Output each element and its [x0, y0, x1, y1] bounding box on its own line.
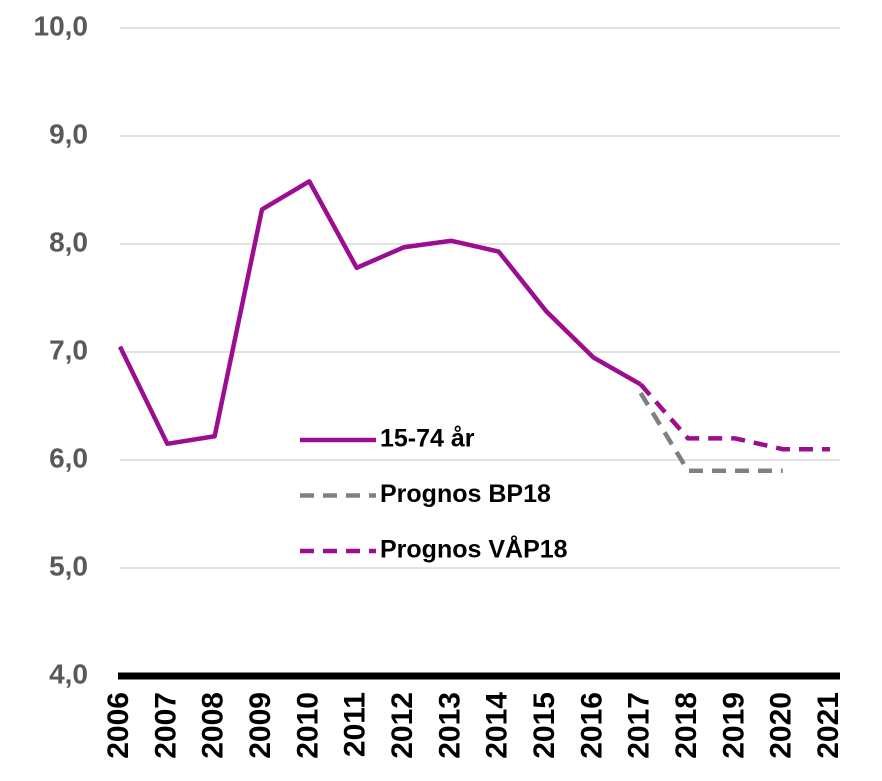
series-line: [117, 179, 642, 447]
y-tick-label: 9,0: [49, 118, 88, 149]
x-tick-label: 2008: [197, 692, 230, 759]
x-tick-label: 2007: [149, 692, 182, 759]
y-tick-label: 5,0: [49, 550, 88, 581]
y-tick-label: 10,0: [34, 10, 89, 41]
x-tick-label: 2015: [528, 692, 561, 759]
series-line: [638, 382, 830, 452]
legend-label: Prognos VÅP18: [380, 535, 568, 564]
y-tick-label: 4,0: [49, 658, 88, 689]
x-tick-label: 2012: [386, 692, 419, 759]
x-tick-label: 2013: [433, 692, 466, 759]
x-tick-label: 2006: [102, 692, 135, 759]
x-tick-label: 2017: [623, 692, 656, 759]
x-tick-label: 2016: [575, 692, 608, 759]
x-tick-label: 2009: [244, 692, 277, 759]
x-tick-label: 2011: [339, 692, 372, 757]
x-tick-label: 2014: [481, 692, 514, 759]
x-tick-label: 2021: [812, 692, 845, 759]
series-line: [638, 391, 783, 474]
y-tick-label: 6,0: [49, 442, 88, 473]
y-tick-label: 7,0: [49, 334, 88, 365]
x-tick-label: 2019: [717, 692, 750, 759]
x-tick-label: 2018: [670, 692, 703, 759]
x-tick-label: 2010: [291, 692, 324, 759]
legend-label: 15-74 år: [380, 425, 475, 453]
legend-label: Prognos BP18: [380, 480, 551, 508]
x-tick-label: 2020: [765, 692, 798, 759]
y-tick-label: 8,0: [49, 226, 88, 257]
